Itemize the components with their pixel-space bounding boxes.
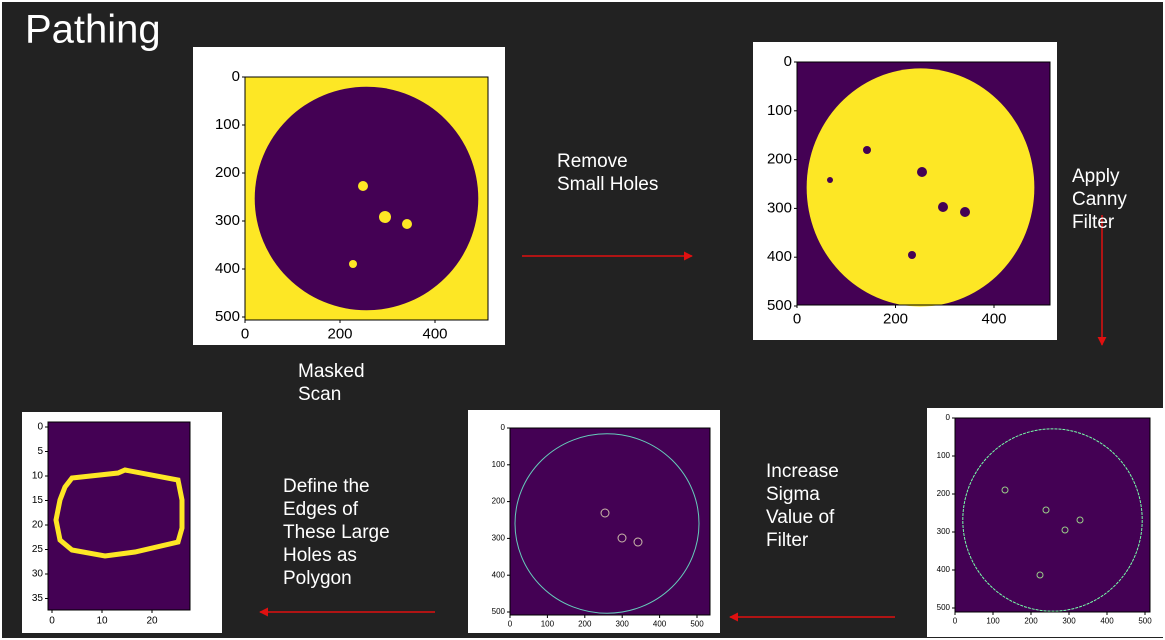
hole xyxy=(938,202,948,212)
y-tick-label: 200 xyxy=(937,489,951,498)
y-tick-label: 0 xyxy=(501,423,506,432)
y-tick-label: 300 xyxy=(492,534,506,543)
image-fill xyxy=(955,418,1150,612)
hole xyxy=(402,219,412,229)
y-tick-label: 20 xyxy=(32,520,44,531)
y-tick-label: 100 xyxy=(767,102,792,119)
y-tick-label: 100 xyxy=(937,451,951,460)
y-tick-label: 100 xyxy=(492,460,506,469)
x-tick-label: 10 xyxy=(96,616,108,627)
x-tick-label: 100 xyxy=(541,620,555,629)
hole xyxy=(917,167,927,177)
x-tick-label: 0 xyxy=(793,310,801,327)
x-tick-label: 200 xyxy=(1024,617,1038,626)
x-tick-label: 400 xyxy=(422,325,447,342)
y-tick-label: 0 xyxy=(784,53,792,70)
panel: 0 200 400 0 100 200 300 400 500 xyxy=(753,42,1057,340)
x-tick-label: 100 xyxy=(986,617,1000,626)
x-tick-label: 500 xyxy=(690,620,704,629)
y-tick-label: 100 xyxy=(215,116,240,133)
hole xyxy=(827,177,833,183)
slide: Pathing 02004000100200300400500020040001… xyxy=(0,0,1165,640)
caption-line: These Large xyxy=(283,522,390,543)
caption-line: Increase xyxy=(766,461,839,482)
y-tick-label: 500 xyxy=(937,603,951,612)
caption-line: Sigma xyxy=(766,484,820,505)
caption-line: Scan xyxy=(298,384,341,405)
caption-line: Filter xyxy=(1072,212,1115,233)
y-tick-label: 300 xyxy=(937,527,951,536)
hole xyxy=(358,181,368,191)
hole xyxy=(863,146,871,154)
caption-line: Small Holes xyxy=(557,174,658,195)
x-tick-label: 400 xyxy=(1100,617,1114,626)
panel: 0 10 20 0 5 10 15 20 25 30 35 xyxy=(22,412,222,633)
x-tick-label: 0 xyxy=(49,616,55,627)
y-tick-label: 35 xyxy=(32,593,44,604)
y-tick-label: 300 xyxy=(767,199,792,216)
caption-line: Canny xyxy=(1072,189,1127,210)
y-tick-label: 15 xyxy=(32,495,44,506)
caption-line: Remove xyxy=(557,151,628,172)
caption-line: Value of xyxy=(766,507,835,528)
x-tick-label: 400 xyxy=(981,310,1006,327)
caption-line: Edges of xyxy=(283,499,359,520)
panel: 0 200 400 0 100 200 300 400 500 xyxy=(193,47,505,345)
y-tick-label: 300 xyxy=(215,212,240,229)
hole xyxy=(349,260,357,268)
caption-line: Filter xyxy=(766,530,809,551)
y-tick-label: 500 xyxy=(767,297,792,314)
x-tick-label: 200 xyxy=(578,620,592,629)
y-tick-label: 400 xyxy=(767,248,792,265)
x-tick-label: 200 xyxy=(883,310,908,327)
x-tick-label: 200 xyxy=(327,325,352,342)
image-fill xyxy=(48,422,190,610)
x-tick-label: 300 xyxy=(1062,617,1076,626)
caption-line: Define the xyxy=(283,476,370,497)
hole xyxy=(908,251,916,259)
caption-line: Apply xyxy=(1072,166,1120,187)
x-tick-label: 300 xyxy=(616,620,630,629)
caption-line: Holes as xyxy=(283,545,357,566)
disk xyxy=(255,87,479,311)
x-tick-label: 0 xyxy=(953,617,958,626)
y-tick-label: 500 xyxy=(215,308,240,325)
y-tick-label: 30 xyxy=(32,569,44,580)
y-tick-label: 400 xyxy=(937,565,951,574)
x-tick-label: 20 xyxy=(146,616,158,627)
x-tick-label: 500 xyxy=(1138,617,1152,626)
y-tick-label: 0 xyxy=(232,68,240,85)
y-tick-label: 500 xyxy=(492,607,506,616)
y-tick-label: 200 xyxy=(215,164,240,181)
y-tick-label: 0 xyxy=(37,422,43,433)
x-tick-label: 0 xyxy=(508,620,513,629)
y-tick-label: 5 xyxy=(37,446,43,457)
x-tick-label: 0 xyxy=(241,325,249,342)
y-tick-label: 0 xyxy=(946,413,951,422)
y-tick-label: 200 xyxy=(767,151,792,168)
y-tick-label: 400 xyxy=(492,570,506,579)
caption-line: Polygon xyxy=(283,568,352,589)
hole xyxy=(379,211,391,223)
title: Pathing xyxy=(25,8,161,52)
y-tick-label: 400 xyxy=(215,260,240,277)
hole xyxy=(960,207,970,217)
y-tick-label: 25 xyxy=(32,544,44,555)
panel: 01002003004005000100200300400500 xyxy=(468,410,720,633)
disk xyxy=(807,68,1035,306)
caption-line: Masked xyxy=(298,361,365,382)
y-tick-label: 10 xyxy=(32,471,44,482)
y-tick-label: 200 xyxy=(492,497,506,506)
x-tick-label: 400 xyxy=(653,620,667,629)
image-fill xyxy=(510,428,710,615)
